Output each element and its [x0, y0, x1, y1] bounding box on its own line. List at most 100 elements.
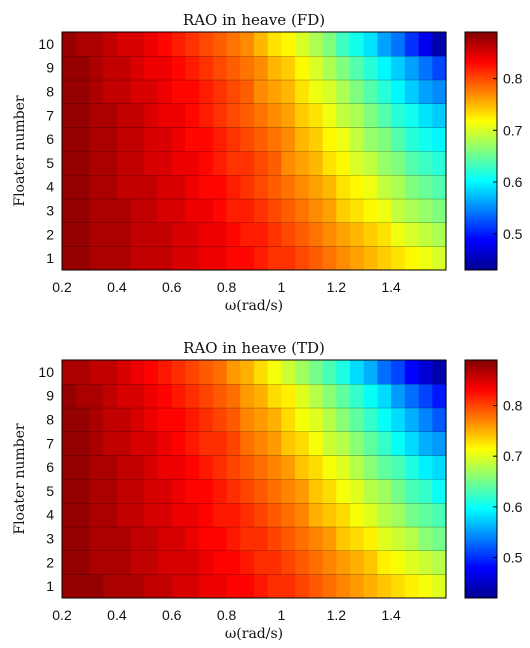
x-tick-label: 1.4 — [381, 279, 401, 295]
heatmap-cell — [363, 174, 379, 199]
heatmap-cell — [185, 198, 200, 223]
heatmap-cell — [130, 55, 145, 80]
heatmap-cell — [363, 55, 379, 80]
heatmap-cell — [418, 455, 433, 480]
heatmap-cell — [89, 151, 104, 176]
heatmap-cell — [254, 32, 269, 57]
heatmap-cell — [363, 79, 379, 104]
heatmap-cell — [254, 550, 269, 575]
heatmap-cell — [89, 103, 104, 128]
heatmap-cell — [199, 198, 214, 223]
heatmap-cell — [336, 174, 351, 199]
heatmap-cell — [295, 222, 310, 247]
heatmap-cell — [226, 431, 241, 456]
heatmap-cell — [336, 55, 351, 80]
heatmap-cell — [240, 383, 255, 408]
y-tick-label: 7 — [46, 435, 54, 451]
heatmap-cell — [295, 246, 310, 271]
y-tick-label: 2 — [46, 554, 54, 570]
heatmap-cell — [254, 431, 269, 456]
heatmap-cell — [171, 198, 187, 223]
heatmap-cell — [391, 127, 406, 152]
heatmap-cell — [199, 574, 214, 599]
heatmap-cell — [308, 246, 324, 271]
heatmap-cell — [295, 455, 310, 480]
heatmap-cell — [336, 407, 351, 432]
heatmap-cell — [308, 383, 324, 408]
y-tick-label: 6 — [46, 131, 54, 147]
heatmap-cell — [75, 103, 91, 128]
y-tick-label: 4 — [46, 507, 54, 523]
heatmap-cell — [267, 79, 283, 104]
heatmap-cell — [158, 455, 173, 480]
heatmap-cell — [171, 383, 187, 408]
heatmap-cell — [75, 79, 91, 104]
heatmap-cell — [130, 407, 145, 432]
heatmap-cell — [322, 246, 337, 271]
heatmap-cell — [308, 360, 324, 385]
heatmap-cell — [377, 502, 392, 527]
heatmap-cell — [240, 502, 255, 527]
heatmap-cell — [171, 360, 187, 385]
heatmap-cell — [116, 455, 132, 480]
heatmap-cell — [185, 360, 200, 385]
heatmap-cell — [363, 455, 379, 480]
heatmap-cell — [418, 127, 433, 152]
heatmap-cell — [322, 32, 337, 57]
heatmap-cell — [432, 32, 447, 57]
y-axis-label: Floater number — [12, 95, 28, 207]
heatmap-cell — [418, 383, 433, 408]
heatmap-cell — [391, 174, 406, 199]
heatmap-cell — [254, 526, 269, 551]
heatmap-cell — [75, 550, 91, 575]
heatmap-cell — [62, 407, 77, 432]
heatmap-cell — [391, 246, 406, 271]
heatmap-cell — [103, 407, 118, 432]
heatmap-cell — [240, 550, 255, 575]
x-tick-label: 1 — [278, 607, 286, 623]
heatmap-cell — [418, 151, 433, 176]
heatmap-cell — [212, 479, 228, 504]
heatmap-cell — [185, 246, 200, 271]
heatmap-cell — [75, 174, 91, 199]
heatmap-cell — [144, 479, 159, 504]
heatmap-cell — [116, 174, 132, 199]
heatmap-cell — [158, 55, 173, 80]
heatmap-cell — [350, 127, 365, 152]
heatmap-cell — [89, 246, 104, 271]
x-axis-label: ω(rad/s) — [225, 626, 283, 642]
heatmap-cell — [199, 502, 214, 527]
heatmap-cell — [377, 455, 392, 480]
heatmap-cell — [322, 55, 337, 80]
heatmap-cell — [158, 246, 173, 271]
heatmap-cell — [89, 55, 104, 80]
heatmap-cell — [240, 32, 255, 57]
heatmap-cell — [432, 479, 447, 504]
heatmap-cell — [103, 55, 118, 80]
heatmap-cell — [404, 32, 420, 57]
heatmap-cell — [336, 79, 351, 104]
heatmap-cell — [144, 574, 159, 599]
colorbar-tick-label: 0.6 — [503, 499, 523, 515]
y-tick-label: 9 — [46, 60, 54, 76]
heatmap-cell — [281, 383, 296, 408]
heatmap-cell — [432, 550, 447, 575]
heatmap-cell — [62, 151, 77, 176]
heatmap-cell — [363, 103, 379, 128]
heatmap-cell — [171, 32, 187, 57]
heatmap-cell — [418, 502, 433, 527]
heatmap-cell — [391, 383, 406, 408]
heatmap-cell — [103, 574, 118, 599]
heatmap-cell — [75, 360, 91, 385]
heatmap-cell — [171, 574, 187, 599]
heatmap-cell — [308, 79, 324, 104]
heatmap-cell — [350, 431, 365, 456]
heatmap-cell — [185, 79, 200, 104]
heatmap-cell — [89, 360, 104, 385]
heatmap-cell — [377, 246, 392, 271]
heatmap-cell — [418, 32, 433, 57]
heatmap-cell — [75, 55, 91, 80]
heatmap-cell — [308, 32, 324, 57]
heatmap-cell — [89, 455, 104, 480]
